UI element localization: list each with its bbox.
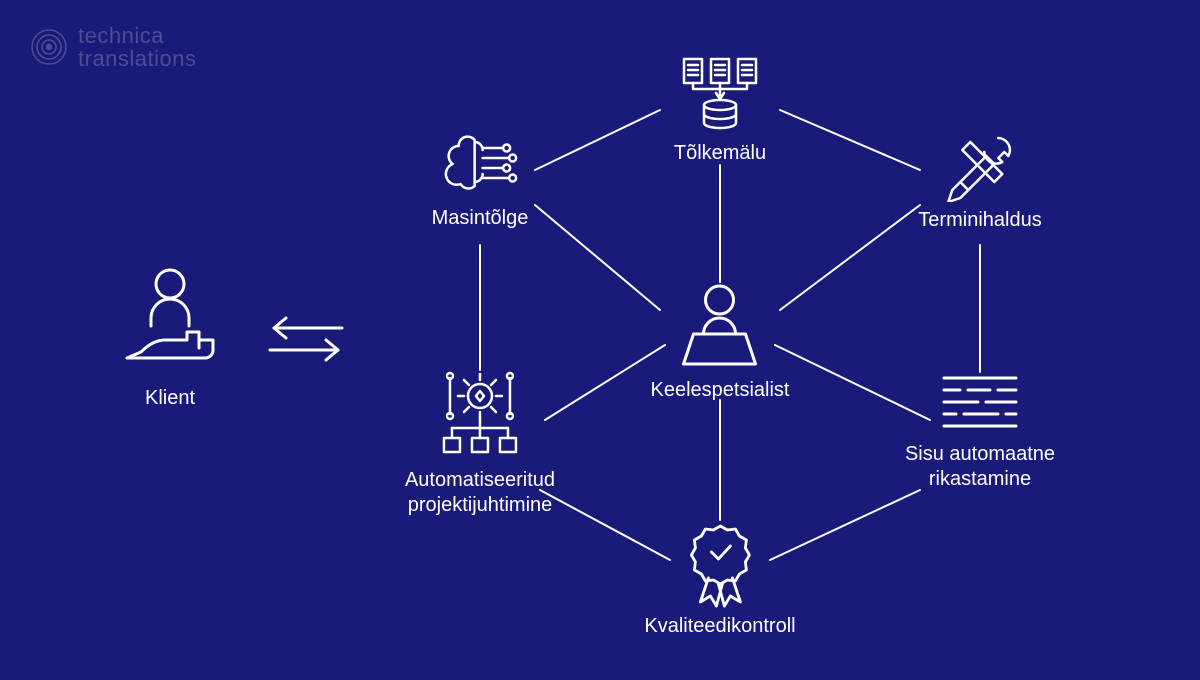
node-keelespetsialist-label: Keelespetsialist — [651, 378, 790, 403]
client-icon — [115, 260, 225, 380]
node-automatiseeritud: Automatiseeritud projektijuhtimine — [405, 370, 555, 518]
node-sisu-label: Sisu automaatne rikastamine — [905, 442, 1055, 492]
logo-line2: translations — [78, 47, 197, 70]
diagram-canvas: technica translations — [0, 0, 1200, 680]
brand-logo: technica translations — [30, 24, 197, 70]
brain-chip-icon — [432, 130, 529, 200]
node-terminihaldus-label: Terminihaldus — [918, 208, 1041, 233]
node-keelespetsialist: Keelespetsialist — [651, 280, 790, 403]
node-terminihaldus: Terminihaldus — [918, 130, 1041, 233]
spiral-icon — [30, 28, 68, 66]
laptop-person-icon — [651, 280, 790, 372]
node-sisu: Sisu automaatne rikastamine — [905, 370, 1055, 492]
node-masintolge-label: Masintõlge — [432, 206, 529, 231]
node-masintolge: Masintõlge — [432, 130, 529, 231]
node-tolkemalu: Tõlkemälu — [670, 55, 770, 166]
ribbon-check-icon — [644, 520, 795, 608]
node-tolkemalu-label: Tõlkemälu — [670, 141, 770, 166]
node-client-label: Klient — [115, 386, 225, 411]
bidirectional-arrows-icon — [256, 310, 356, 371]
logo-line1: technica — [78, 24, 197, 47]
textlines-icon — [905, 370, 1055, 436]
node-kvaliteedikontroll: Kvaliteedikontroll — [644, 520, 795, 639]
node-automatiseeritud-label: Automatiseeritud projektijuhtimine — [405, 468, 555, 518]
database-docs-icon — [670, 55, 770, 135]
workflow-gear-icon — [405, 370, 555, 462]
tools-icon — [918, 130, 1041, 202]
node-kvaliteedikontroll-label: Kvaliteedikontroll — [644, 614, 795, 639]
node-client: Klient — [115, 260, 225, 411]
